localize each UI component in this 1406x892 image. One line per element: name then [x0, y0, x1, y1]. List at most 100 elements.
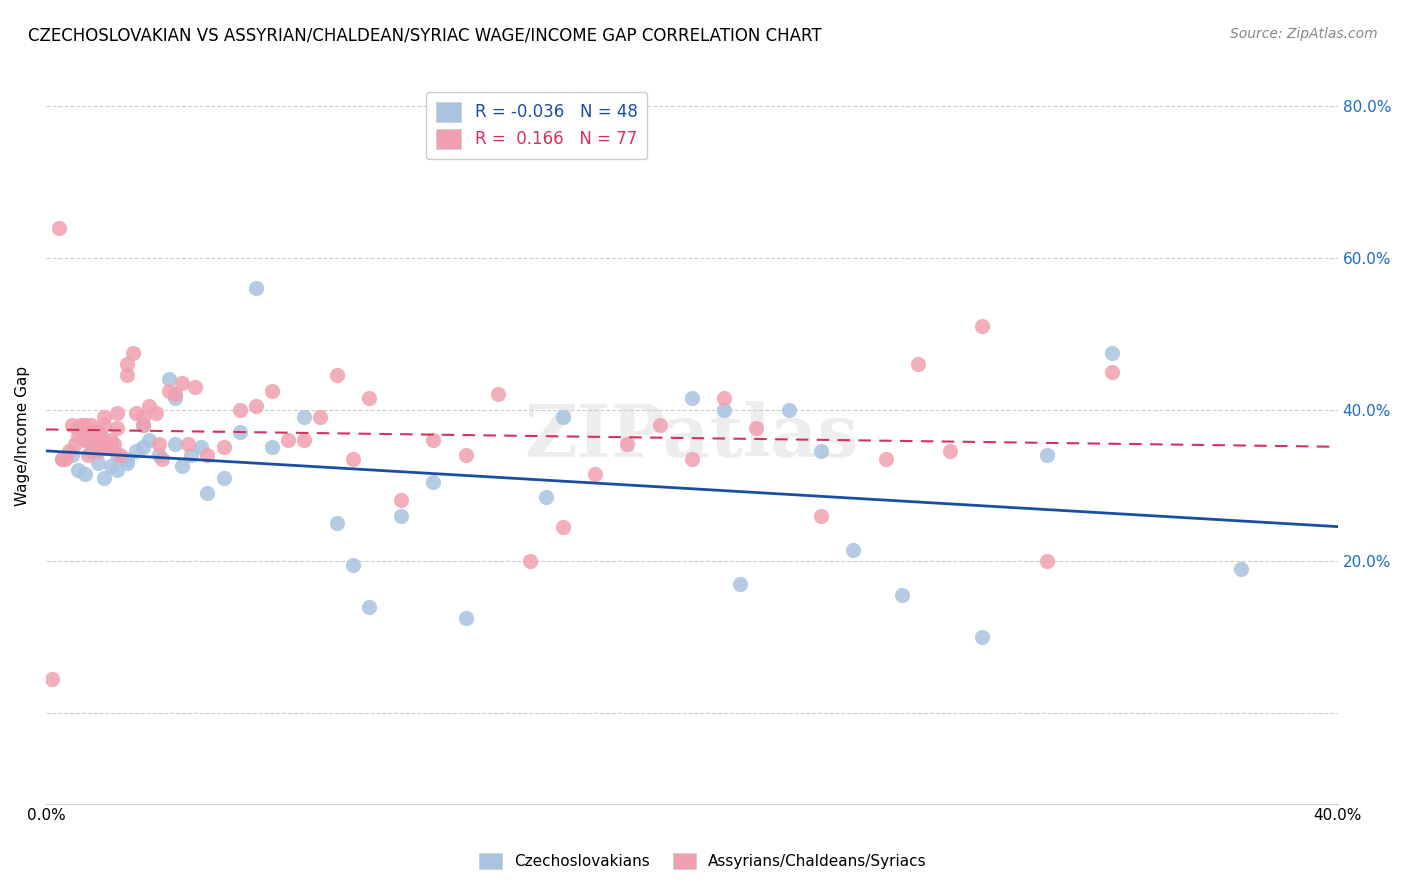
Point	[165, 387, 187, 401]
Point	[325, 516, 347, 531]
Point	[115, 357, 138, 371]
Point	[810, 508, 832, 523]
Point	[115, 456, 138, 470]
Point	[145, 406, 167, 420]
Point	[190, 441, 212, 455]
Text: Source: ZipAtlas.com: Source: ZipAtlas.com	[1230, 27, 1378, 41]
Point	[486, 387, 509, 401]
Point	[63, 436, 86, 450]
Point	[67, 421, 90, 435]
Legend: R = -0.036   N = 48, R =  0.166   N = 77: R = -0.036 N = 48, R = 0.166 N = 77	[426, 92, 647, 159]
Point	[48, 220, 70, 235]
Y-axis label: Wage/Income Gap: Wage/Income Gap	[15, 366, 30, 506]
Point	[245, 399, 267, 413]
Point	[197, 486, 219, 500]
Point	[105, 406, 128, 420]
Point	[454, 448, 477, 462]
Point	[810, 444, 832, 458]
Point	[875, 451, 897, 466]
Point	[157, 372, 180, 386]
Point	[148, 436, 170, 450]
Point	[212, 441, 235, 455]
Point	[260, 384, 283, 398]
Point	[80, 444, 103, 458]
Point	[60, 417, 83, 432]
Point	[1101, 345, 1123, 359]
Point	[277, 433, 299, 447]
Point	[67, 429, 90, 443]
Point	[245, 281, 267, 295]
Point	[177, 436, 200, 450]
Point	[183, 380, 205, 394]
Point	[939, 444, 962, 458]
Point	[41, 672, 63, 686]
Point	[77, 448, 100, 462]
Point	[551, 410, 574, 425]
Point	[648, 417, 671, 432]
Point	[100, 436, 122, 450]
Point	[519, 554, 541, 568]
Point	[357, 391, 380, 405]
Point	[890, 588, 912, 602]
Point	[93, 410, 115, 425]
Point	[67, 463, 90, 477]
Point	[125, 444, 148, 458]
Point	[132, 417, 155, 432]
Point	[681, 451, 703, 466]
Point	[86, 444, 108, 458]
Point	[713, 402, 735, 417]
Point	[907, 357, 929, 371]
Point	[357, 599, 380, 614]
Point	[80, 417, 103, 432]
Point	[681, 391, 703, 405]
Point	[150, 451, 173, 466]
Point	[1036, 554, 1059, 568]
Point	[325, 368, 347, 383]
Point	[138, 399, 160, 413]
Point	[86, 425, 108, 440]
Point	[93, 417, 115, 432]
Point	[212, 471, 235, 485]
Point	[180, 448, 202, 462]
Point	[132, 417, 155, 432]
Point	[157, 384, 180, 398]
Point	[100, 459, 122, 474]
Point	[100, 433, 122, 447]
Point	[551, 520, 574, 534]
Point	[309, 410, 332, 425]
Point	[132, 410, 155, 425]
Point	[292, 410, 315, 425]
Point	[454, 611, 477, 625]
Point	[778, 402, 800, 417]
Point	[90, 429, 112, 443]
Point	[132, 441, 155, 455]
Point	[77, 433, 100, 447]
Point	[115, 368, 138, 383]
Point	[228, 425, 250, 440]
Point	[536, 490, 558, 504]
Point	[51, 451, 73, 466]
Point	[422, 475, 444, 489]
Text: ZIPatlas: ZIPatlas	[524, 401, 859, 472]
Point	[583, 467, 606, 481]
Point	[1036, 448, 1059, 462]
Point	[51, 451, 73, 466]
Point	[90, 441, 112, 455]
Point	[86, 456, 108, 470]
Point	[728, 577, 751, 591]
Point	[972, 630, 994, 644]
Point	[713, 391, 735, 405]
Point	[138, 433, 160, 447]
Point	[83, 433, 105, 447]
Point	[616, 436, 638, 450]
Text: CZECHOSLOVAKIAN VS ASSYRIAN/CHALDEAN/SYRIAC WAGE/INCOME GAP CORRELATION CHART: CZECHOSLOVAKIAN VS ASSYRIAN/CHALDEAN/SYR…	[28, 27, 821, 45]
Point	[165, 391, 187, 405]
Point	[148, 448, 170, 462]
Point	[292, 433, 315, 447]
Point	[389, 508, 412, 523]
Point	[96, 441, 118, 455]
Point	[103, 436, 125, 450]
Point	[342, 558, 364, 572]
Point	[93, 471, 115, 485]
Point	[1229, 562, 1251, 576]
